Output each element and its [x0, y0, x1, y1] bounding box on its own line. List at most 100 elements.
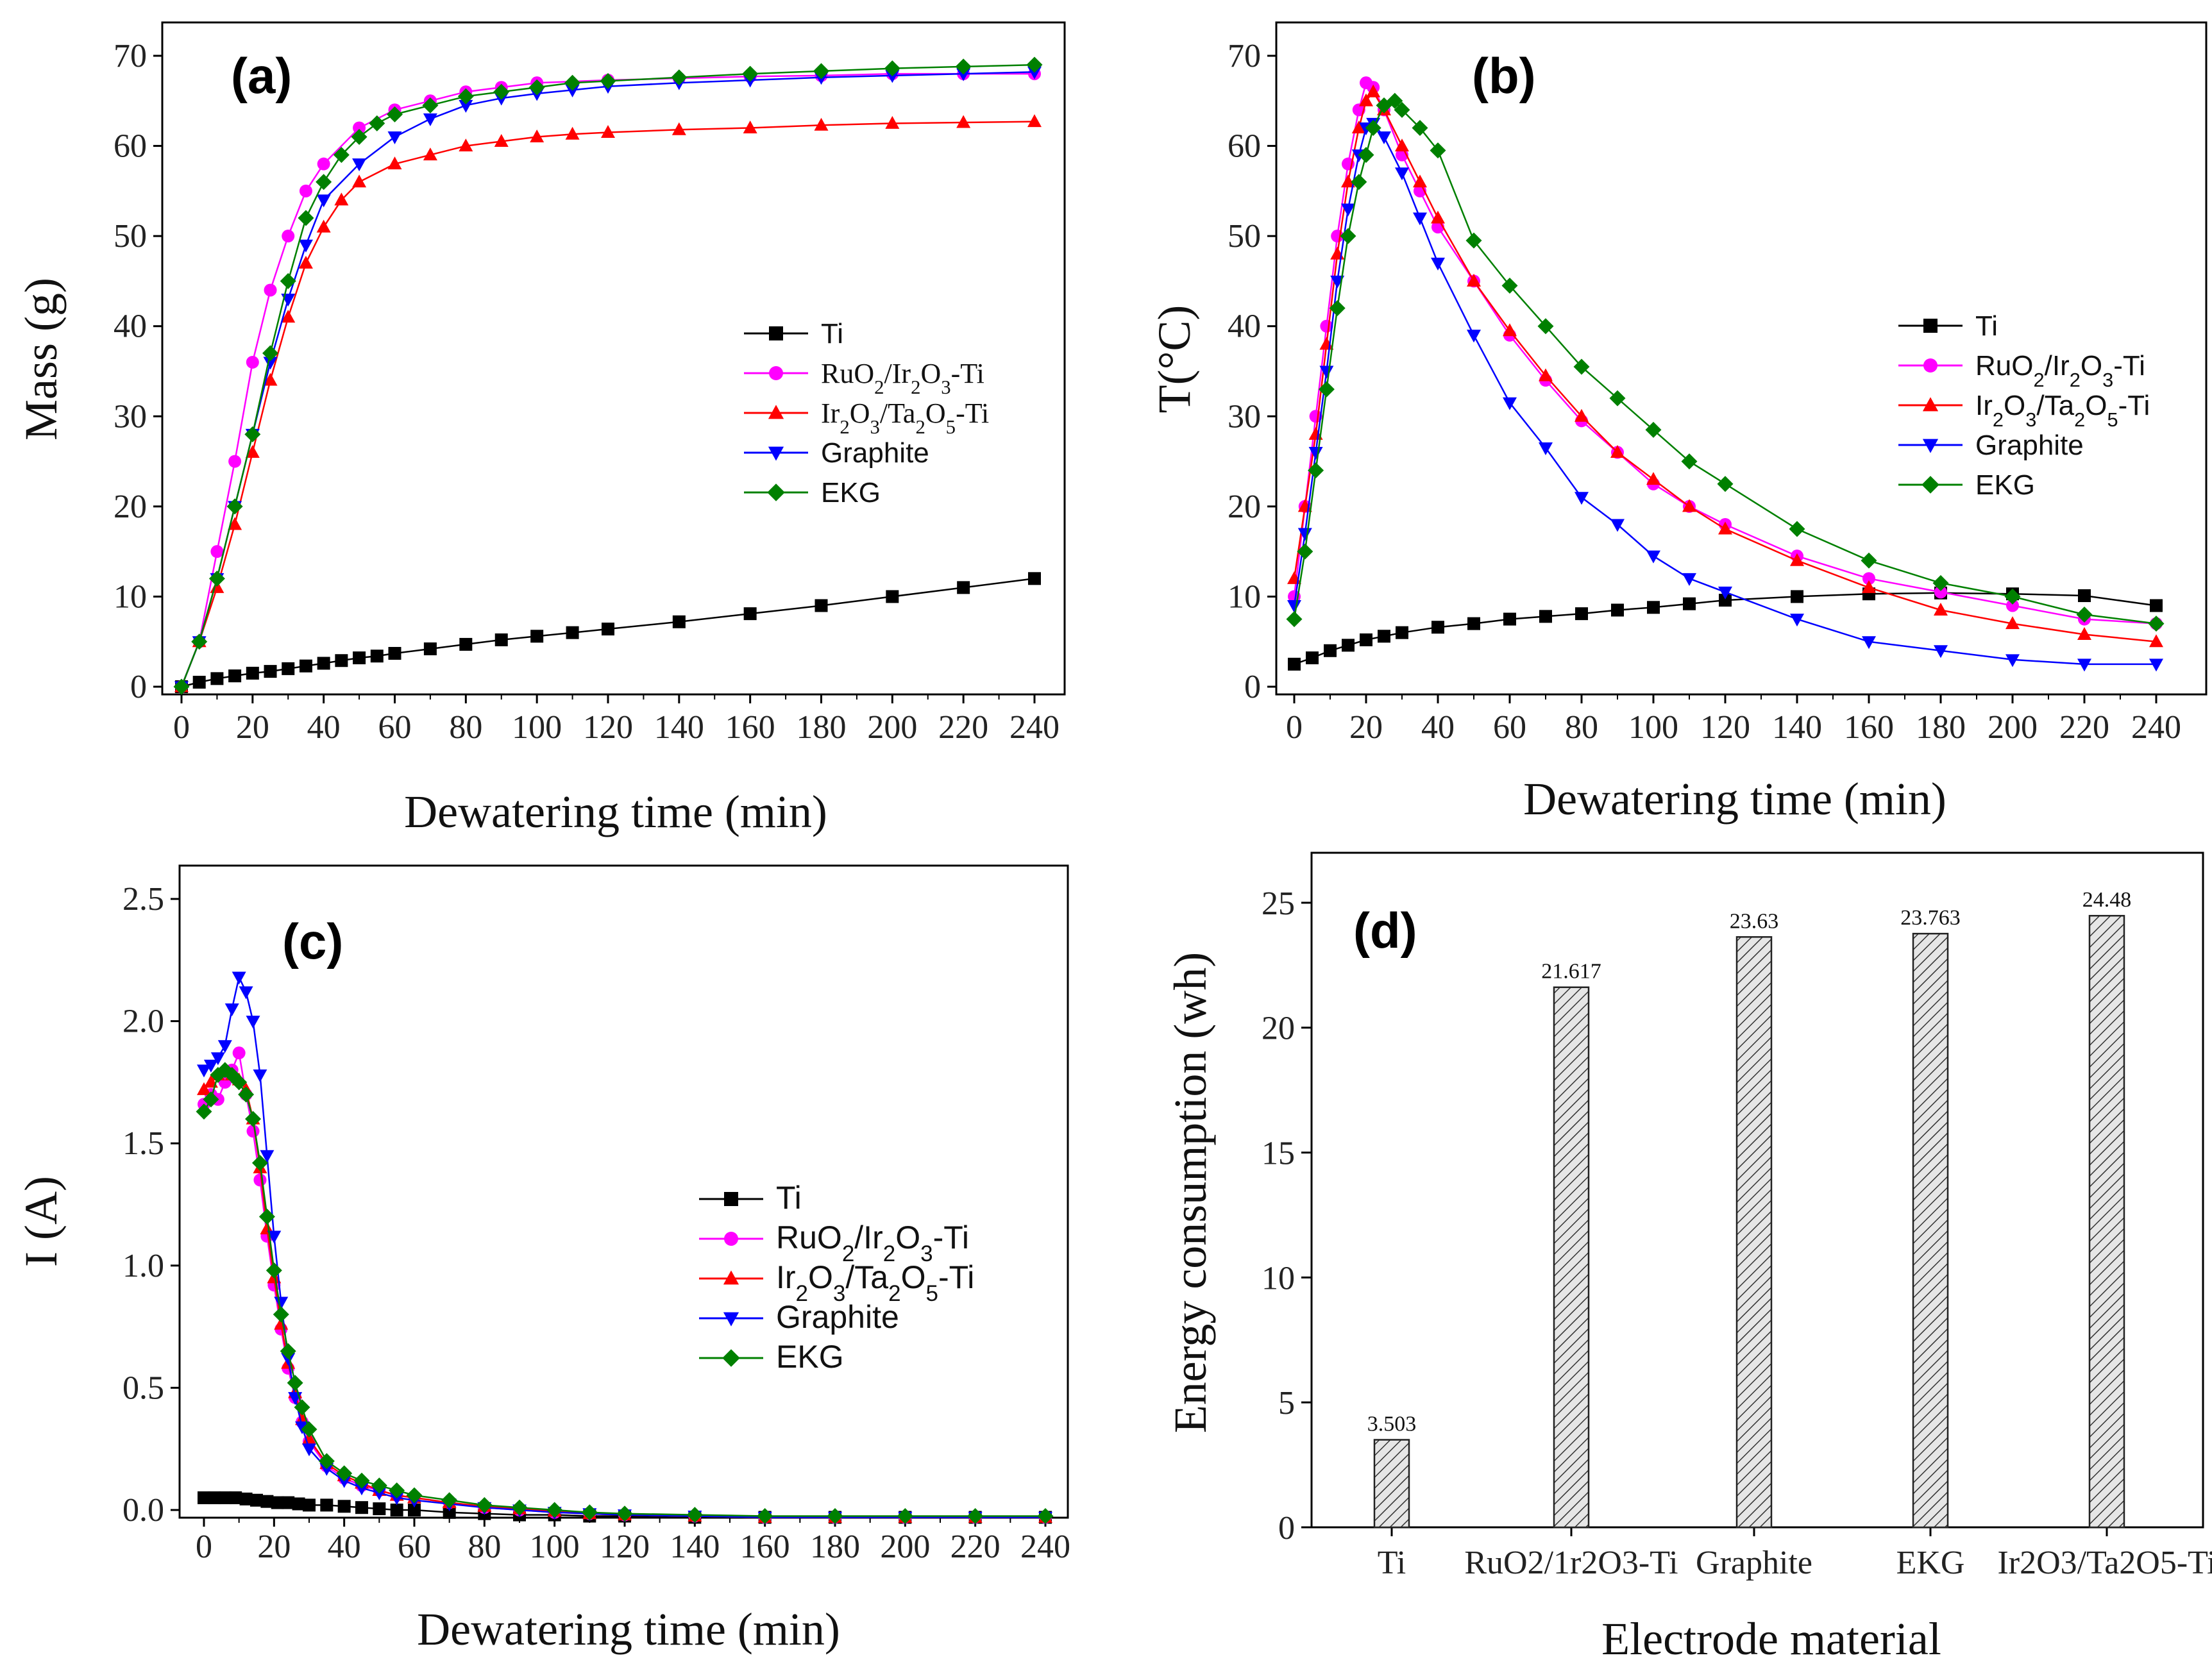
data-point	[192, 675, 206, 689]
data-point	[600, 72, 616, 89]
legend-label-ir2o3: Ir2O3/Ta2O5-Ti	[776, 1259, 974, 1306]
data-point	[1359, 93, 1373, 106]
x-tick-label: 40	[1421, 709, 1455, 746]
x-tick-label: 40	[328, 1529, 361, 1565]
data-point	[1358, 147, 1374, 164]
y-axis-title: I (A)	[15, 1176, 67, 1267]
data-point	[228, 669, 242, 683]
data-point	[528, 79, 545, 96]
data-point	[1934, 585, 1947, 599]
x-tick-label: 160	[1844, 709, 1894, 746]
bar-value-label: 23.63	[1730, 909, 1779, 933]
data-point	[885, 70, 900, 83]
y-tick-label: 1.5	[122, 1125, 164, 1162]
y-tick-label: 60	[1228, 128, 1261, 165]
data-point	[244, 426, 261, 442]
legend-label-part: 3	[870, 416, 880, 438]
data-point	[250, 1493, 263, 1507]
data-point	[389, 1492, 404, 1505]
x-tick-label: 100	[512, 709, 562, 746]
y-tick-label: 2.5	[122, 881, 164, 918]
x-tick-label: 160	[725, 709, 775, 746]
data-point	[353, 1472, 370, 1489]
data-point	[355, 1482, 369, 1496]
data-point	[271, 1496, 284, 1509]
data-point	[217, 1040, 232, 1053]
data-point	[301, 1421, 317, 1438]
x-tick-label: Graphite	[1696, 1545, 1812, 1581]
data-point	[1366, 84, 1381, 97]
y-tick-label: 50	[1228, 218, 1261, 255]
data-point	[390, 1504, 403, 1516]
data-point	[316, 219, 331, 233]
y-tick-label: 10	[1228, 578, 1261, 615]
y-tick-label: 40	[114, 308, 147, 345]
legend-label-part: EKG	[821, 477, 881, 508]
data-point	[1341, 203, 1355, 217]
data-point	[1683, 597, 1696, 610]
data-point	[280, 1343, 296, 1359]
data-point	[1027, 114, 1042, 128]
data-point	[371, 1477, 387, 1494]
series-line	[1294, 592, 2157, 666]
y-tick-label: 60	[114, 128, 147, 165]
data-point	[1330, 275, 1345, 289]
data-point	[1503, 397, 1517, 410]
data-point	[263, 356, 278, 370]
data-point	[302, 1443, 316, 1457]
data-point	[494, 633, 508, 646]
data-point	[2005, 616, 2020, 630]
data-point	[1934, 603, 1948, 616]
legend-marker	[767, 483, 785, 501]
y-tick-label: 70	[114, 38, 147, 74]
data-point	[280, 273, 296, 289]
chart-panel-c: 0 20 40 60 80 100 120 140 160 180 200 220 240 0.0 0.5 1…	[15, 864, 1070, 1655]
x-tick-label: 40	[307, 709, 341, 746]
x-tick-label: RuO2/1r2O3-Ti	[1464, 1545, 1678, 1581]
y-tick-label: 0	[1278, 1510, 1295, 1547]
data-point	[246, 1016, 260, 1029]
panel-label: (b)	[1472, 47, 1536, 104]
y-tick-label: 5	[1278, 1385, 1295, 1422]
data-point	[352, 158, 367, 172]
y-tick-label: 20	[114, 489, 147, 525]
legend-label-part: RuO	[1975, 350, 2033, 382]
legend-marker	[723, 1312, 739, 1327]
data-point	[353, 121, 366, 135]
legend-label-part: 2	[883, 1241, 895, 1266]
data-point	[1377, 131, 1391, 145]
data-point	[281, 310, 296, 323]
legend-marker	[769, 366, 783, 380]
data-point	[1431, 210, 1445, 224]
legend-label-part: 3	[833, 1281, 845, 1306]
data-point	[1718, 586, 1732, 600]
data-point	[441, 1492, 458, 1509]
legend-label-part: RuO	[821, 358, 874, 389]
data-point	[258, 1209, 275, 1225]
data-point	[238, 1086, 255, 1103]
y-axis-title: Mass (g)	[15, 278, 67, 440]
bar-value-label: 23.763	[1900, 906, 1961, 930]
legend-label-part: 5	[946, 416, 956, 438]
data-point	[814, 117, 829, 131]
data-point	[264, 283, 277, 297]
y-tick-label: 0.5	[122, 1370, 164, 1406]
data-point	[2006, 599, 2019, 612]
data-point	[1646, 550, 1660, 564]
legend-label-ruo2: RuO2/Ir2O3-Ti	[1975, 350, 2145, 391]
legend-label-graphite: Graphite	[821, 437, 929, 469]
data-point	[1027, 66, 1042, 80]
data-point	[352, 174, 367, 188]
data-point	[602, 623, 614, 636]
x-tick-label: 180	[1916, 709, 1966, 746]
data-point	[672, 615, 686, 628]
chart-panel-a: 0 20 40 60 80 100 120 140 160 180 200 220 2400102030…	[15, 21, 1066, 837]
y-tick-label: 0	[130, 669, 147, 705]
legend-label-part: 2	[874, 376, 884, 398]
data-point	[1351, 120, 1366, 133]
data-point	[1297, 543, 1313, 560]
data-point	[267, 1230, 282, 1244]
data-point	[1646, 472, 1660, 485]
